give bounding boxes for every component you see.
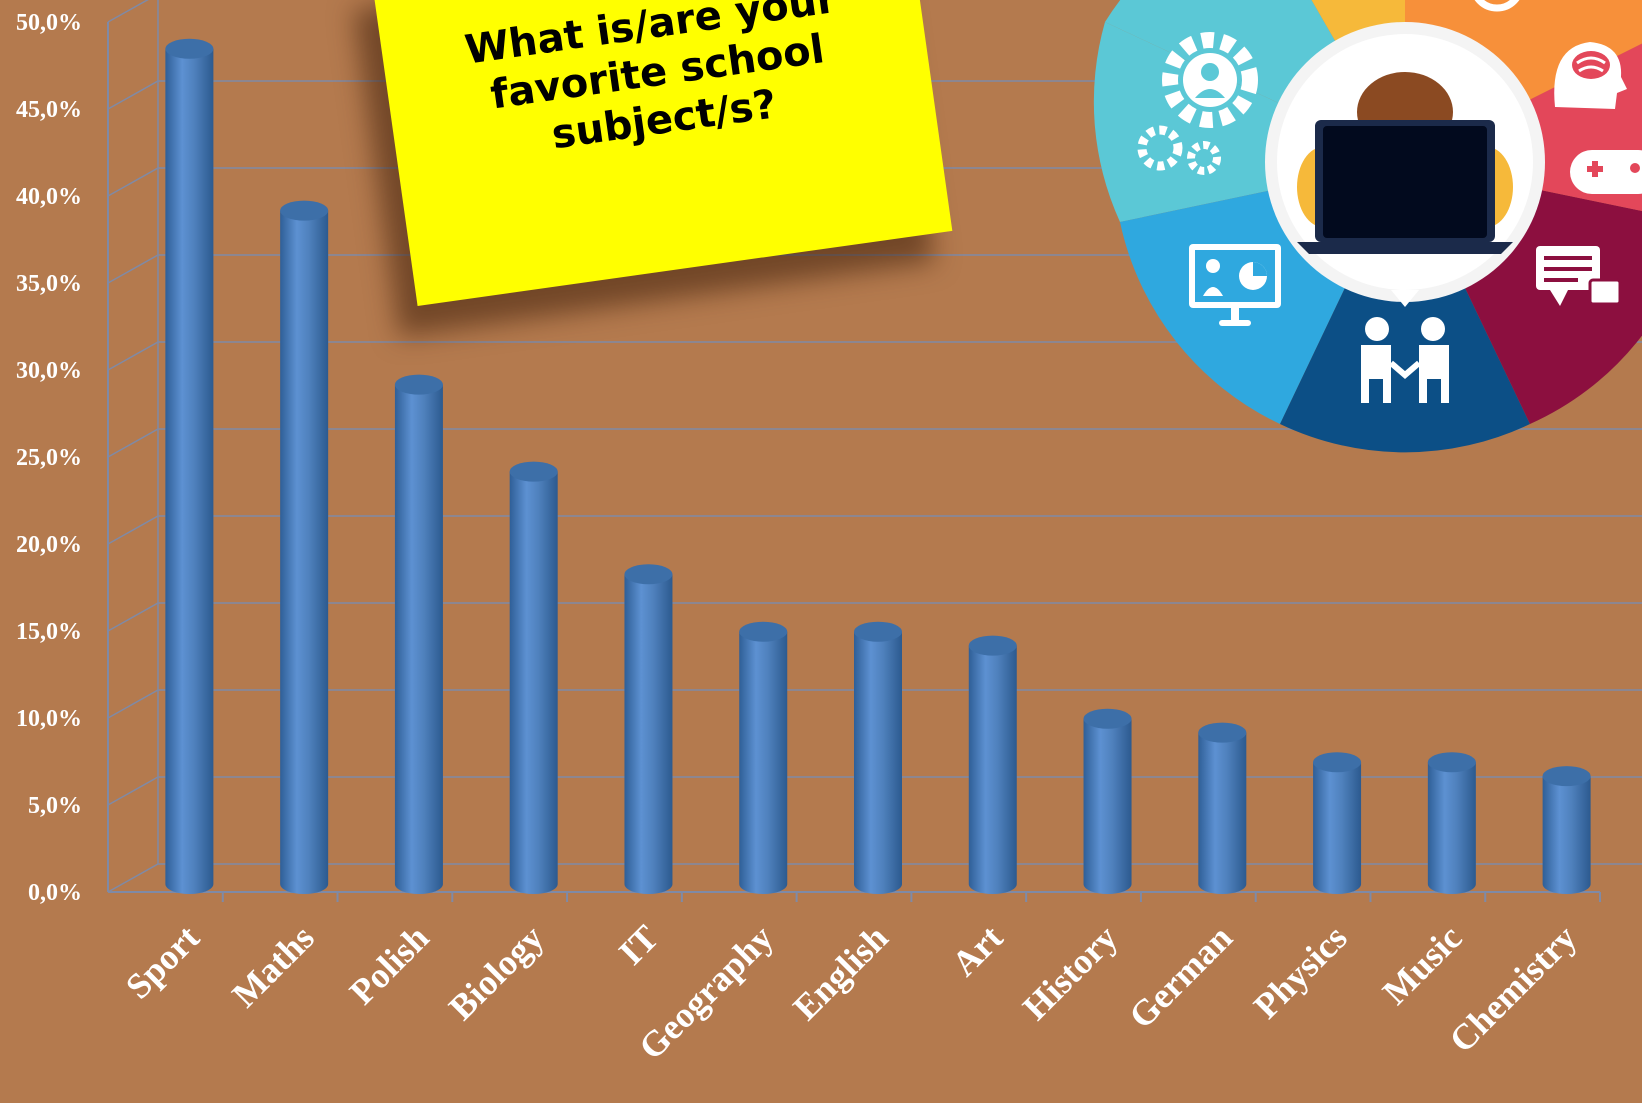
bar-cap xyxy=(394,374,443,395)
bar-cap xyxy=(280,200,329,221)
bar xyxy=(165,38,214,895)
bar-cap xyxy=(1542,766,1591,787)
bars xyxy=(165,38,1591,895)
y-tick-label: 15,0% xyxy=(16,619,82,645)
bar-body xyxy=(165,48,214,895)
y-tick-label: 35,0% xyxy=(16,271,82,297)
y-tick-label: 10,0% xyxy=(16,706,82,732)
bar-body xyxy=(1313,762,1362,894)
y-tick-label: 50,0% xyxy=(16,10,82,36)
bar-body xyxy=(280,210,329,894)
presentation-icon xyxy=(1189,244,1281,326)
bar-cap xyxy=(968,635,1017,656)
y-tick-label: 30,0% xyxy=(16,358,82,384)
bar-body xyxy=(509,471,558,894)
bar-cap xyxy=(1083,708,1132,729)
y-tick-label: 20,0% xyxy=(16,532,82,558)
y-tick-labels: 0,0% 5,0% 10,0% 15,0% 20,0% 25,0% 30,0% 35,0% 40… xyxy=(16,10,82,906)
y-tick-label: 40,0% xyxy=(16,184,82,210)
bar xyxy=(968,635,1017,894)
bar xyxy=(509,461,558,894)
bar xyxy=(854,621,902,894)
bar-cap xyxy=(509,461,558,482)
target-icon xyxy=(1474,0,1520,12)
y-tick-label: 5,0% xyxy=(28,793,82,819)
gears-icon xyxy=(1137,125,1221,175)
bar-body xyxy=(1427,762,1476,894)
bar-body xyxy=(1198,732,1247,894)
bar xyxy=(1542,766,1591,894)
y-tick-label: 45,0% xyxy=(16,97,82,123)
bar xyxy=(624,564,673,894)
person-gear-icon xyxy=(1162,32,1258,128)
bar-cap xyxy=(1198,722,1247,743)
bar-body xyxy=(1542,776,1591,894)
y-tick-label: 0,0% xyxy=(28,880,82,906)
bar-body xyxy=(854,631,902,894)
bar-cap xyxy=(854,621,902,642)
bar-body xyxy=(968,645,1017,894)
bar xyxy=(1198,722,1247,894)
bar xyxy=(1427,752,1476,894)
bar xyxy=(1083,708,1132,894)
handshake-icon xyxy=(1361,317,1449,403)
gamepad-icon xyxy=(1570,150,1642,194)
laptop-user-icon xyxy=(1297,72,1513,254)
bar-cap xyxy=(739,621,788,642)
bar-cap xyxy=(1427,752,1476,773)
gridline xyxy=(107,0,149,23)
bar-cap xyxy=(624,564,673,585)
bar xyxy=(280,200,329,894)
bar-cap xyxy=(1313,752,1362,773)
bar xyxy=(394,374,443,894)
bar-body xyxy=(1083,718,1132,894)
center-pointer xyxy=(1391,290,1419,307)
wheel-segment-navy xyxy=(1280,162,1530,453)
brain-head-icon xyxy=(1554,42,1627,109)
bar xyxy=(739,621,788,894)
bar-body xyxy=(739,631,788,894)
chat-icon xyxy=(1536,246,1622,306)
bar-cap xyxy=(165,38,214,59)
bar xyxy=(1313,752,1362,894)
y-tick-label: 25,0% xyxy=(16,445,82,471)
bar-body xyxy=(394,384,443,894)
bar-body xyxy=(624,574,673,894)
